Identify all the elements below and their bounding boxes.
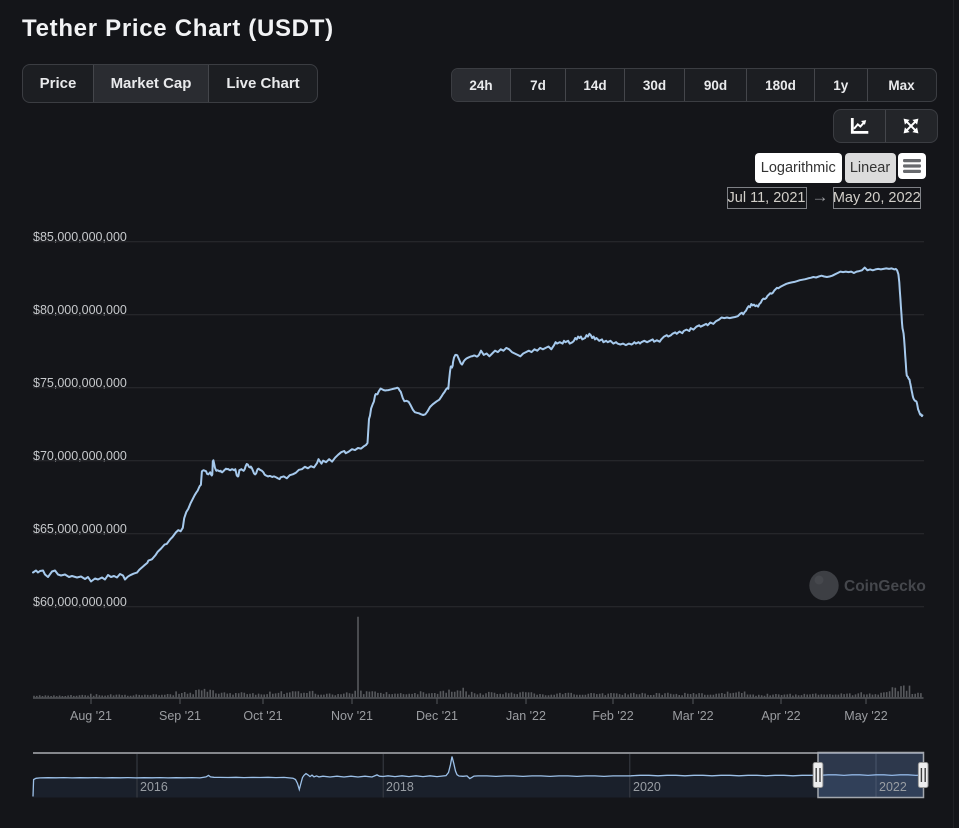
svg-text:CoinGecko: CoinGecko — [844, 578, 926, 595]
